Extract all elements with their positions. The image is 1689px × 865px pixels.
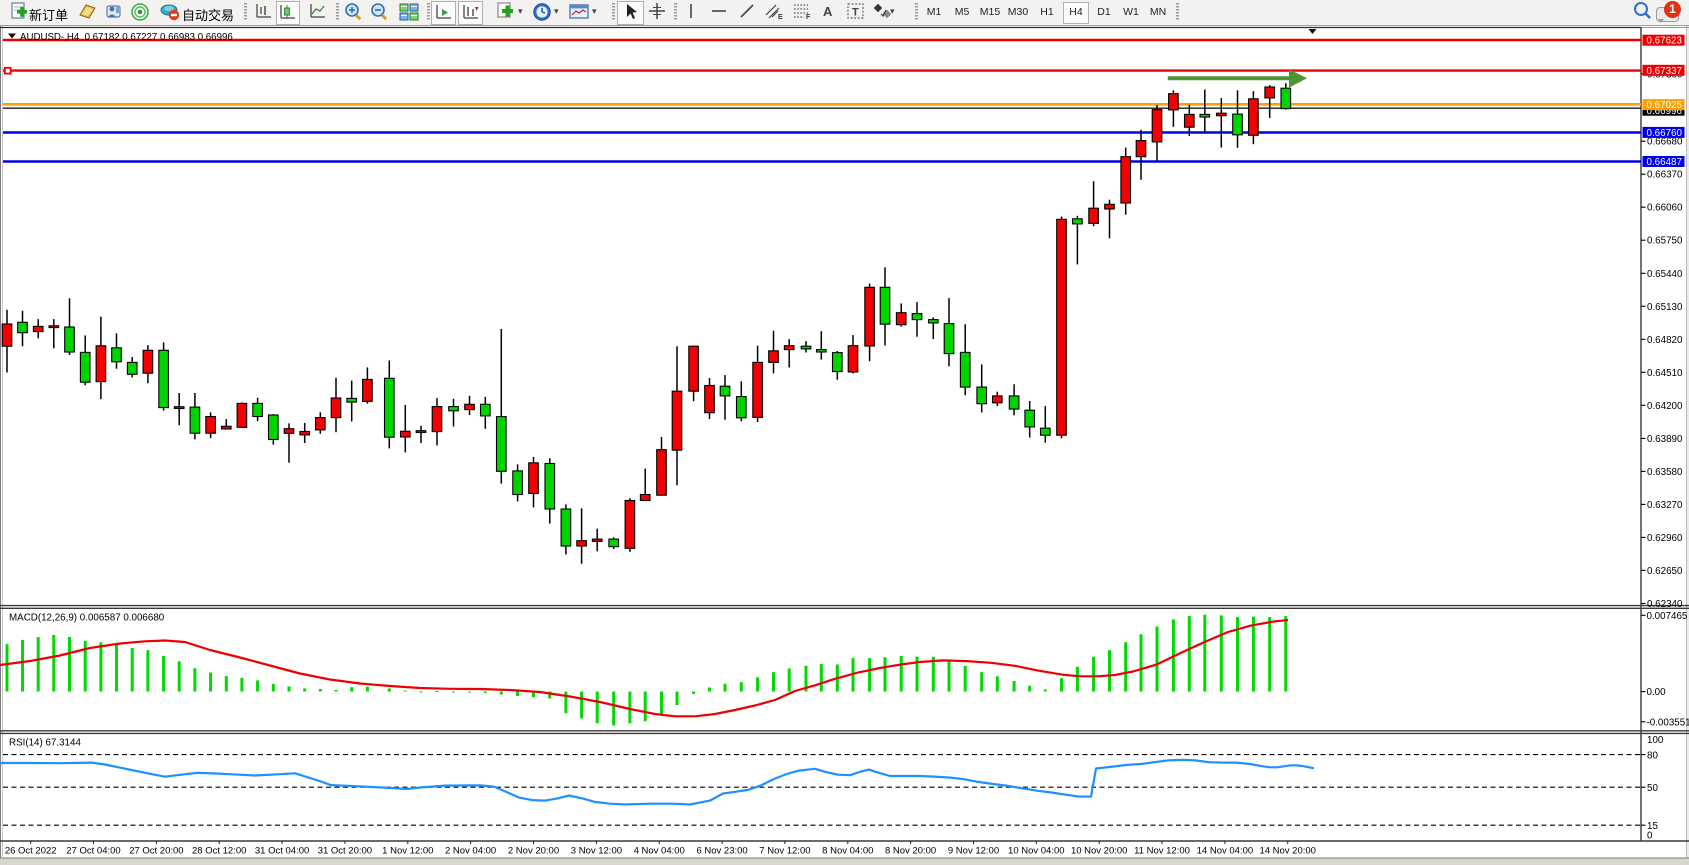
svg-text:0.64510: 0.64510 [1647,368,1683,379]
svg-text:0.67623: 0.67623 [1647,36,1683,47]
svg-text:0.65440: 0.65440 [1647,269,1683,280]
svg-text:3 Nov 12:00: 3 Nov 12:00 [571,846,622,857]
svg-text:0.007465: 0.007465 [1647,611,1688,622]
svg-text:MACD(12,26,9) 0.006587 0.00668: MACD(12,26,9) 0.006587 0.006680 [9,613,165,624]
svg-text:0.62340: 0.62340 [1647,599,1683,610]
svg-text:0.65130: 0.65130 [1647,302,1683,313]
svg-text:6 Nov 23:00: 6 Nov 23:00 [696,846,747,857]
svg-text:27 Oct 20:00: 27 Oct 20:00 [129,846,183,857]
svg-text:F: F [806,14,811,20]
svg-text:7 Nov 12:00: 7 Nov 12:00 [759,846,810,857]
svg-text:0.62960: 0.62960 [1647,533,1683,544]
svg-text:0.66680: 0.66680 [1647,137,1683,148]
svg-text:0.66760: 0.66760 [1647,128,1683,139]
svg-text:27 Oct 04:00: 27 Oct 04:00 [66,846,120,857]
svg-text:0.64820: 0.64820 [1647,335,1683,346]
svg-text:31 Oct 20:00: 31 Oct 20:00 [318,846,372,857]
svg-text:0.63890: 0.63890 [1647,434,1683,445]
svg-text:10 Nov 04:00: 10 Nov 04:00 [1008,846,1065,857]
svg-text:0.64200: 0.64200 [1647,401,1683,412]
svg-text:1 Nov 12:00: 1 Nov 12:00 [382,846,433,857]
svg-text:80: 80 [1647,751,1658,762]
svg-text:-0.003551: -0.003551 [1647,717,1689,728]
svg-text:2 Nov 04:00: 2 Nov 04:00 [445,846,496,857]
svg-text:0.66996: 0.66996 [1647,106,1683,117]
svg-text:0.66370: 0.66370 [1647,170,1683,181]
svg-text:14 Nov 04:00: 14 Nov 04:00 [1197,846,1254,857]
svg-text:0.63270: 0.63270 [1647,500,1683,511]
svg-text:RSI(14) 67.3144: RSI(14) 67.3144 [9,738,81,749]
svg-text:T: T [852,7,859,19]
svg-text:0.67337: 0.67337 [1647,66,1682,77]
svg-text:8 Nov 04:00: 8 Nov 04:00 [822,846,873,857]
svg-text:AUDUSD-,H4 0.67182 0.67227 0.: AUDUSD-,H4 0.67182 0.67227 0.66983 0.669… [20,32,233,43]
svg-text:10 Nov 20:00: 10 Nov 20:00 [1071,846,1128,857]
svg-text:28 Oct 12:00: 28 Oct 12:00 [192,846,246,857]
svg-text:0.62650: 0.62650 [1647,566,1683,577]
svg-text:9 Nov 12:00: 9 Nov 12:00 [948,846,999,857]
svg-text:E: E [778,14,783,20]
svg-text:0.65750: 0.65750 [1647,236,1683,247]
svg-text:4 Nov 04:00: 4 Nov 04:00 [634,846,685,857]
svg-text:31 Oct 04:00: 31 Oct 04:00 [255,846,309,857]
svg-text:0.00: 0.00 [1647,687,1667,698]
svg-text:11 Nov 12:00: 11 Nov 12:00 [1134,846,1190,857]
svg-text:0: 0 [1647,831,1653,842]
svg-text:0.66487: 0.66487 [1647,157,1682,168]
svg-text:8 Nov 20:00: 8 Nov 20:00 [885,846,936,857]
svg-text:15: 15 [1647,821,1658,832]
svg-text:50: 50 [1647,783,1658,794]
svg-text:100: 100 [1647,735,1664,746]
svg-text:0.66060: 0.66060 [1647,203,1683,214]
svg-text:2 Nov 20:00: 2 Nov 20:00 [508,846,559,857]
svg-text:0.63580: 0.63580 [1647,467,1683,478]
svg-text:26 Oct 2022: 26 Oct 2022 [5,846,57,857]
svg-text:14 Nov 20:00: 14 Nov 20:00 [1259,846,1316,857]
svg-text:0.67025: 0.67025 [1647,100,1683,111]
